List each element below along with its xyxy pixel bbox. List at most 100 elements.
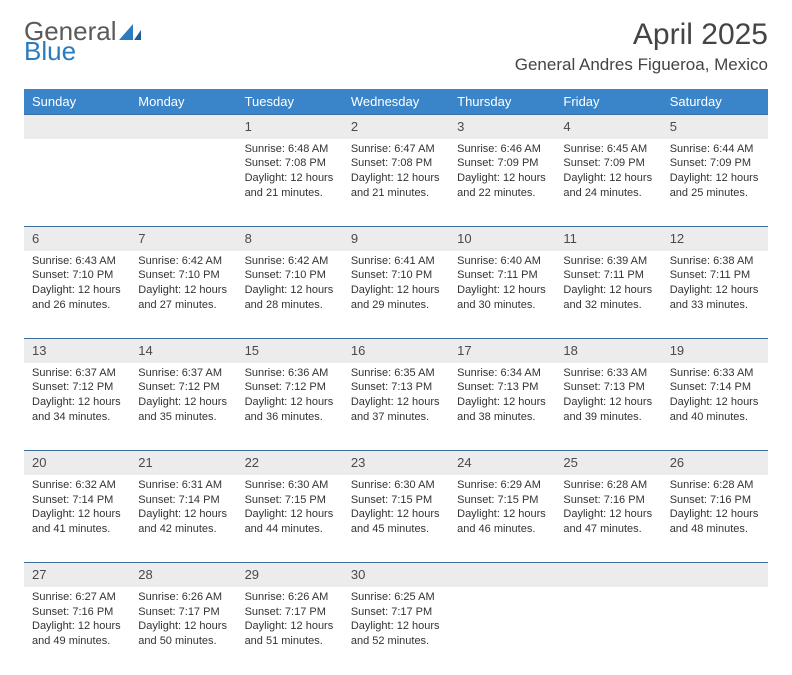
sunrise-text: Sunrise: 6:34 AM bbox=[457, 366, 547, 381]
weekday-header: Wednesday bbox=[343, 89, 449, 115]
calendar-table: Sunday Monday Tuesday Wednesday Thursday… bbox=[24, 89, 768, 675]
weekday-header: Friday bbox=[555, 89, 661, 115]
daylight-text: Daylight: 12 hours and 46 minutes. bbox=[457, 507, 547, 537]
calendar-body: 12345Sunrise: 6:48 AMSunset: 7:08 PMDayl… bbox=[24, 115, 768, 675]
sunrise-text: Sunrise: 6:35 AM bbox=[351, 366, 441, 381]
sunrise-text: Sunrise: 6:25 AM bbox=[351, 590, 441, 605]
daylight-text: Daylight: 12 hours and 22 minutes. bbox=[457, 171, 547, 201]
daylight-text: Daylight: 12 hours and 29 minutes. bbox=[351, 283, 441, 313]
daycontent-row: Sunrise: 6:43 AMSunset: 7:10 PMDaylight:… bbox=[24, 251, 768, 339]
title-block: April 2025 General Andres Figueroa, Mexi… bbox=[515, 18, 768, 75]
daylight-text: Daylight: 12 hours and 37 minutes. bbox=[351, 395, 441, 425]
daylight-text: Daylight: 12 hours and 41 minutes. bbox=[32, 507, 122, 537]
day-number bbox=[24, 115, 130, 139]
sunrise-text: Sunrise: 6:37 AM bbox=[32, 366, 122, 381]
brand-sail-icon bbox=[119, 18, 141, 44]
brand-logo: General Blue bbox=[24, 18, 141, 64]
sunset-text: Sunset: 7:08 PM bbox=[245, 156, 335, 171]
day-content: Sunrise: 6:33 AMSunset: 7:13 PMDaylight:… bbox=[555, 363, 661, 431]
day-number: 19 bbox=[662, 339, 768, 363]
day-number: 24 bbox=[449, 451, 555, 475]
daylight-text: Daylight: 12 hours and 27 minutes. bbox=[138, 283, 228, 313]
sunrise-text: Sunrise: 6:33 AM bbox=[670, 366, 760, 381]
day-content: Sunrise: 6:25 AMSunset: 7:17 PMDaylight:… bbox=[343, 587, 449, 655]
sunset-text: Sunset: 7:09 PM bbox=[670, 156, 760, 171]
day-content: Sunrise: 6:33 AMSunset: 7:14 PMDaylight:… bbox=[662, 363, 768, 431]
day-content: Sunrise: 6:44 AMSunset: 7:09 PMDaylight:… bbox=[662, 139, 768, 207]
day-number: 15 bbox=[237, 339, 343, 363]
day-number: 22 bbox=[237, 451, 343, 475]
sunrise-text: Sunrise: 6:43 AM bbox=[32, 254, 122, 269]
sunrise-text: Sunrise: 6:47 AM bbox=[351, 142, 441, 157]
sunset-text: Sunset: 7:08 PM bbox=[351, 156, 441, 171]
daylight-text: Daylight: 12 hours and 39 minutes. bbox=[563, 395, 653, 425]
day-number: 27 bbox=[24, 563, 130, 587]
sunrise-text: Sunrise: 6:30 AM bbox=[245, 478, 335, 493]
day-content: Sunrise: 6:41 AMSunset: 7:10 PMDaylight:… bbox=[343, 251, 449, 319]
weekday-header: Monday bbox=[130, 89, 236, 115]
daylight-text: Daylight: 12 hours and 48 minutes. bbox=[670, 507, 760, 537]
daynum-row: 13141516171819 bbox=[24, 339, 768, 363]
sunset-text: Sunset: 7:14 PM bbox=[670, 380, 760, 395]
day-number: 7 bbox=[130, 227, 236, 251]
day-number: 29 bbox=[237, 563, 343, 587]
sunrise-text: Sunrise: 6:41 AM bbox=[351, 254, 441, 269]
sunset-text: Sunset: 7:16 PM bbox=[563, 493, 653, 508]
day-number: 28 bbox=[130, 563, 236, 587]
day-content: Sunrise: 6:40 AMSunset: 7:11 PMDaylight:… bbox=[449, 251, 555, 319]
day-number bbox=[130, 115, 236, 139]
day-content: Sunrise: 6:47 AMSunset: 7:08 PMDaylight:… bbox=[343, 139, 449, 207]
weekday-header-row: Sunday Monday Tuesday Wednesday Thursday… bbox=[24, 89, 768, 115]
sunset-text: Sunset: 7:16 PM bbox=[670, 493, 760, 508]
day-content: Sunrise: 6:26 AMSunset: 7:17 PMDaylight:… bbox=[237, 587, 343, 655]
day-number: 5 bbox=[662, 115, 768, 139]
day-number: 4 bbox=[555, 115, 661, 139]
sunset-text: Sunset: 7:12 PM bbox=[32, 380, 122, 395]
daylight-text: Daylight: 12 hours and 21 minutes. bbox=[351, 171, 441, 201]
sunrise-text: Sunrise: 6:38 AM bbox=[670, 254, 760, 269]
day-number: 18 bbox=[555, 339, 661, 363]
day-content: Sunrise: 6:46 AMSunset: 7:09 PMDaylight:… bbox=[449, 139, 555, 207]
sunset-text: Sunset: 7:11 PM bbox=[563, 268, 653, 283]
daylight-text: Daylight: 12 hours and 32 minutes. bbox=[563, 283, 653, 313]
page-subtitle: General Andres Figueroa, Mexico bbox=[515, 55, 768, 75]
sunrise-text: Sunrise: 6:42 AM bbox=[138, 254, 228, 269]
day-content: Sunrise: 6:30 AMSunset: 7:15 PMDaylight:… bbox=[237, 475, 343, 543]
day-number: 16 bbox=[343, 339, 449, 363]
sunset-text: Sunset: 7:14 PM bbox=[32, 493, 122, 508]
day-number: 30 bbox=[343, 563, 449, 587]
day-content: Sunrise: 6:43 AMSunset: 7:10 PMDaylight:… bbox=[24, 251, 130, 319]
day-content: Sunrise: 6:42 AMSunset: 7:10 PMDaylight:… bbox=[237, 251, 343, 319]
day-content: Sunrise: 6:45 AMSunset: 7:09 PMDaylight:… bbox=[555, 139, 661, 207]
day-number: 6 bbox=[24, 227, 130, 251]
day-number: 14 bbox=[130, 339, 236, 363]
sunset-text: Sunset: 7:13 PM bbox=[351, 380, 441, 395]
day-content: Sunrise: 6:32 AMSunset: 7:14 PMDaylight:… bbox=[24, 475, 130, 543]
sunset-text: Sunset: 7:09 PM bbox=[457, 156, 547, 171]
day-number: 26 bbox=[662, 451, 768, 475]
day-number: 20 bbox=[24, 451, 130, 475]
sunrise-text: Sunrise: 6:36 AM bbox=[245, 366, 335, 381]
sunrise-text: Sunrise: 6:28 AM bbox=[670, 478, 760, 493]
daylight-text: Daylight: 12 hours and 44 minutes. bbox=[245, 507, 335, 537]
daylight-text: Daylight: 12 hours and 34 minutes. bbox=[32, 395, 122, 425]
day-number: 3 bbox=[449, 115, 555, 139]
daylight-text: Daylight: 12 hours and 40 minutes. bbox=[670, 395, 760, 425]
daynum-row: 27282930 bbox=[24, 563, 768, 587]
day-content: Sunrise: 6:30 AMSunset: 7:15 PMDaylight:… bbox=[343, 475, 449, 543]
daylight-text: Daylight: 12 hours and 21 minutes. bbox=[245, 171, 335, 201]
daycontent-row: Sunrise: 6:32 AMSunset: 7:14 PMDaylight:… bbox=[24, 475, 768, 563]
day-number: 2 bbox=[343, 115, 449, 139]
daycontent-row: Sunrise: 6:27 AMSunset: 7:16 PMDaylight:… bbox=[24, 587, 768, 675]
sunset-text: Sunset: 7:10 PM bbox=[32, 268, 122, 283]
sunrise-text: Sunrise: 6:31 AM bbox=[138, 478, 228, 493]
day-content: Sunrise: 6:37 AMSunset: 7:12 PMDaylight:… bbox=[24, 363, 130, 431]
day-number: 8 bbox=[237, 227, 343, 251]
sunset-text: Sunset: 7:15 PM bbox=[457, 493, 547, 508]
sunset-text: Sunset: 7:12 PM bbox=[138, 380, 228, 395]
sunrise-text: Sunrise: 6:28 AM bbox=[563, 478, 653, 493]
day-content: Sunrise: 6:28 AMSunset: 7:16 PMDaylight:… bbox=[662, 475, 768, 543]
daylight-text: Daylight: 12 hours and 26 minutes. bbox=[32, 283, 122, 313]
daycontent-row: Sunrise: 6:48 AMSunset: 7:08 PMDaylight:… bbox=[24, 139, 768, 227]
daynum-row: 6789101112 bbox=[24, 227, 768, 251]
